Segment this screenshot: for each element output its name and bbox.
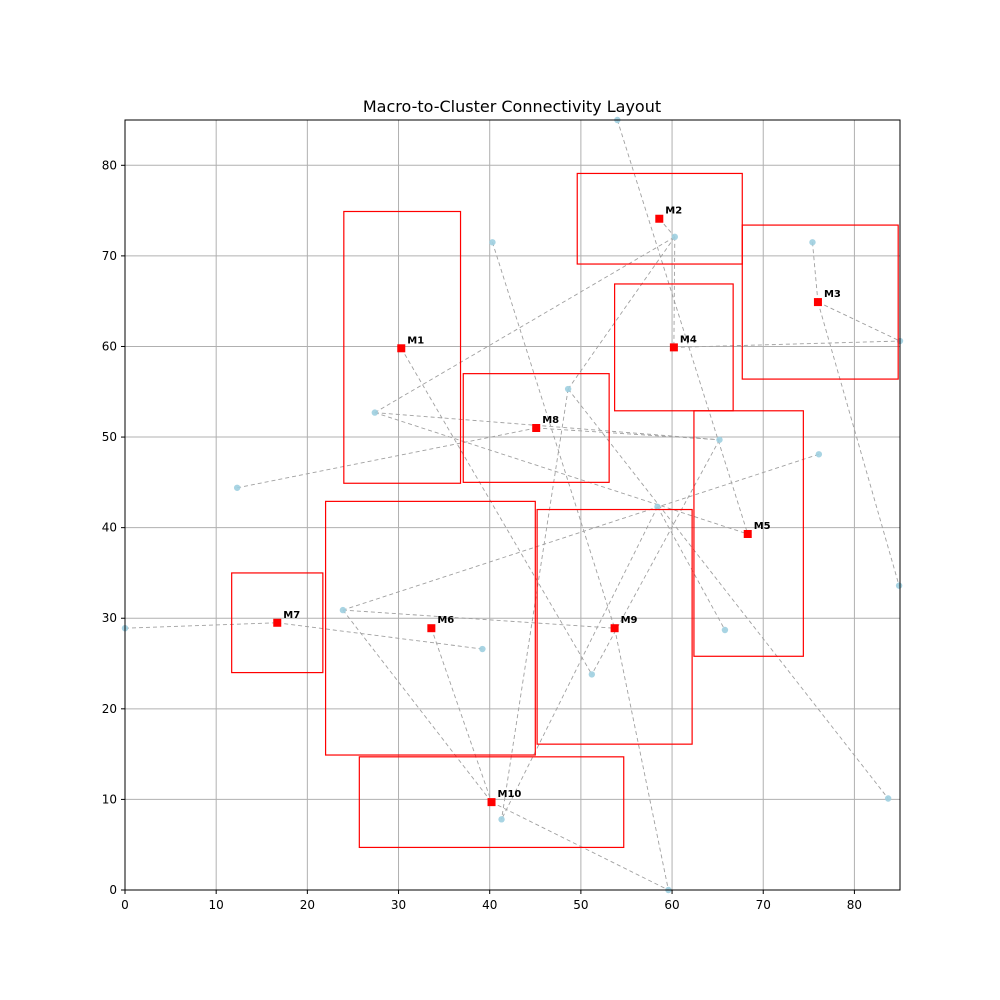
macro-marker-m3 xyxy=(813,298,822,307)
macro-boxes xyxy=(231,172,899,849)
cluster-points xyxy=(121,116,904,894)
connection-line xyxy=(374,412,720,441)
x-tick-label: 80 xyxy=(847,898,862,912)
grid-lines xyxy=(124,120,900,891)
x-tick-label: 0 xyxy=(121,898,129,912)
cluster-point xyxy=(371,409,379,416)
macro-marker-m4 xyxy=(669,343,678,352)
connection-line xyxy=(567,236,676,390)
macro-box-m9 xyxy=(536,508,693,745)
y-tick-label: 50 xyxy=(102,430,117,444)
connection-line xyxy=(430,628,492,803)
cluster-point xyxy=(339,606,347,614)
connection-line xyxy=(673,340,901,348)
macro-box-m3 xyxy=(741,224,899,380)
macro-box-m6 xyxy=(324,500,536,756)
macro-marker-m7 xyxy=(273,618,282,627)
connection-line xyxy=(277,622,483,650)
connection-line xyxy=(536,427,720,441)
y-tick-label: 70 xyxy=(102,249,117,263)
cluster-point xyxy=(498,816,505,823)
macro-label-m1: M1 xyxy=(407,335,424,346)
macro-box-m8 xyxy=(462,373,610,483)
macro-label-m10: M10 xyxy=(498,789,522,800)
connection-line xyxy=(491,801,669,891)
cluster-point xyxy=(884,795,892,802)
cluster-point xyxy=(489,239,496,246)
macro-box-m10 xyxy=(358,756,625,849)
cluster-point xyxy=(815,451,823,458)
macro-box-m5 xyxy=(693,410,804,657)
macro-box-m4 xyxy=(614,283,734,412)
macro-marker-m9 xyxy=(610,624,619,633)
macro-label-m2: M2 xyxy=(665,206,682,217)
macro-label-m8: M8 xyxy=(542,415,559,426)
cluster-point xyxy=(895,582,903,589)
y-tick-label: 30 xyxy=(102,611,117,625)
cluster-point xyxy=(588,671,596,678)
connection-line xyxy=(567,388,889,799)
macro-marker-m6 xyxy=(427,624,436,633)
macro-label-m3: M3 xyxy=(824,289,841,300)
y-tick-label: 40 xyxy=(102,521,117,535)
connection-line xyxy=(817,301,900,586)
connection-line xyxy=(673,236,676,348)
connection-line xyxy=(501,506,658,820)
macro-label-m5: M5 xyxy=(754,521,771,532)
cluster-point xyxy=(721,626,729,634)
macro-marker-m8 xyxy=(532,424,541,432)
connection-line xyxy=(616,119,749,535)
cluster-point xyxy=(479,645,486,653)
x-tick-label: 40 xyxy=(482,898,497,912)
macro-label-m6: M6 xyxy=(437,615,454,626)
y-tick-label: 20 xyxy=(102,702,117,716)
macro-box-m2 xyxy=(576,172,743,265)
y-tick-label: 10 xyxy=(102,792,117,806)
macro-marker-m2 xyxy=(655,214,664,223)
macro-label-m7: M7 xyxy=(283,610,300,621)
macro-label-m4: M4 xyxy=(680,334,697,345)
connection-line xyxy=(492,242,616,629)
cluster-point xyxy=(654,503,661,511)
macro-markers: M1 M2 M3 M4 M5 M6 M7 M8 M9 M10 xyxy=(273,206,841,807)
connection-lines xyxy=(124,119,901,891)
cluster-point xyxy=(671,233,678,241)
y-tick-label: 80 xyxy=(102,158,117,172)
x-tick-label: 60 xyxy=(664,898,679,912)
x-tick-label: 20 xyxy=(300,898,315,912)
y-tick-label: 0 xyxy=(109,883,117,897)
connection-line xyxy=(657,506,726,631)
macro-box-m7 xyxy=(231,572,324,674)
macro-box-m1 xyxy=(343,210,462,484)
y-tick-label: 60 xyxy=(102,339,117,353)
x-tick-label: 10 xyxy=(209,898,224,912)
macro-marker-m10 xyxy=(487,798,496,807)
connection-line xyxy=(591,439,720,675)
cluster-point xyxy=(809,239,816,246)
x-tick-label: 30 xyxy=(391,898,406,912)
cluster-point xyxy=(564,385,572,393)
macro-marker-m5 xyxy=(743,529,752,538)
x-tick-label: 50 xyxy=(573,898,588,912)
connection-line xyxy=(817,301,901,342)
macro-marker-m1 xyxy=(397,344,406,353)
connection-line xyxy=(812,242,819,303)
connection-line xyxy=(237,427,537,489)
connection-line xyxy=(342,609,615,629)
cluster-point xyxy=(716,436,723,443)
connection-line xyxy=(124,622,278,629)
x-tick-label: 70 xyxy=(756,898,771,912)
cluster-point xyxy=(233,484,241,491)
macro-label-m9: M9 xyxy=(621,615,638,626)
connection-line xyxy=(614,628,669,891)
connection-line xyxy=(342,609,492,803)
chart-title: Macro-to-Cluster Connectivity Layout xyxy=(363,97,661,116)
axes: 0 10 20 30 40 50 60 70 80 0 10 20 30 40 50 60 70 80 xyxy=(102,119,901,912)
connection-line xyxy=(374,412,748,535)
plot-frame xyxy=(124,119,901,891)
connection-line xyxy=(374,236,676,413)
